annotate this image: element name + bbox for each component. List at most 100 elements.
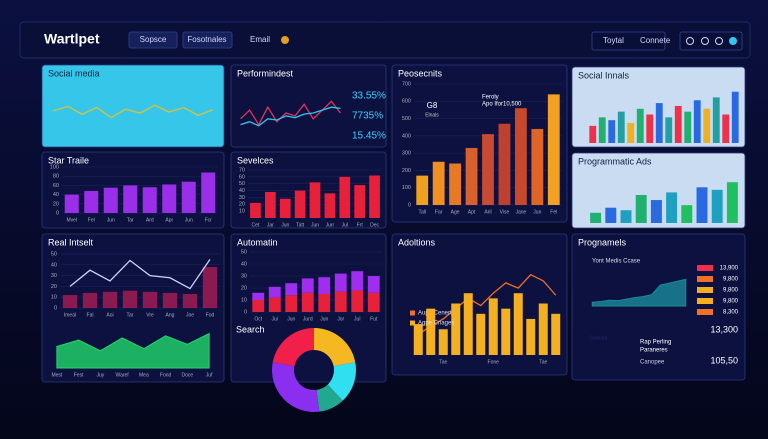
annotation: Canopee — [640, 360, 665, 366]
line — [53, 104, 213, 119]
panel-title: Star Traile — [48, 155, 89, 165]
y-tick-label: 50 — [51, 251, 57, 257]
nav-label[interactable]: Sopsce — [140, 35, 167, 44]
x-tick-label: Tae — [439, 359, 447, 365]
x-tick-label: Fel — [550, 209, 557, 215]
bar — [726, 182, 738, 223]
icon[interactable] — [729, 37, 737, 45]
x-tick-label: Ang — [166, 312, 175, 318]
bar — [318, 294, 331, 312]
y-tick-label: 700 — [402, 81, 411, 87]
x-tick-label: Waref — [116, 372, 130, 378]
x-tick-label: Joe — [186, 312, 194, 318]
x-tick-label: Jul — [342, 222, 348, 228]
action-box[interactable] — [591, 31, 666, 51]
bar — [666, 192, 678, 223]
x-tick-label: Mest — [51, 372, 62, 378]
x-tick-label: Imeal — [64, 312, 76, 318]
area — [56, 332, 210, 369]
y-tick-label: 20 — [241, 285, 247, 291]
action-label[interactable]: Toytal — [603, 36, 624, 45]
bar — [252, 292, 265, 300]
bar — [252, 300, 265, 312]
nav-label[interactable]: Email — [250, 35, 270, 44]
bar — [202, 266, 218, 308]
bar — [309, 182, 321, 218]
pie-slice — [314, 328, 356, 367]
bar — [301, 278, 314, 293]
x-tick-label: Jurd — [303, 316, 313, 322]
icon[interactable] — [701, 37, 709, 45]
nav-button[interactable] — [182, 31, 233, 49]
y-tick-label: 30 — [241, 273, 247, 279]
bar — [351, 271, 364, 291]
bar — [627, 123, 635, 143]
nav-label[interactable]: Fosotnales — [187, 35, 226, 44]
x-tick-label: Tar — [127, 312, 134, 318]
bar — [465, 147, 478, 205]
x-tick-label: Tall — [418, 209, 426, 215]
legend-label: Aupe Cenerts — [418, 311, 455, 317]
annotation: Gactiod — [590, 335, 607, 341]
x-tick-label: Fest — [74, 372, 84, 378]
y-tick-label: 50 — [239, 181, 245, 187]
y-tick-label: 10 — [241, 297, 247, 303]
icon-box[interactable] — [679, 31, 743, 51]
bar — [142, 187, 157, 213]
bar — [684, 111, 692, 143]
annotation: 105,50 — [710, 355, 738, 365]
bar — [551, 313, 561, 355]
panel-title: Automatin — [237, 237, 278, 247]
nav-button[interactable] — [128, 31, 178, 49]
annotation: 7735% — [352, 111, 383, 122]
pie-slice — [272, 362, 320, 412]
annotation: 13,900 — [720, 266, 739, 272]
panel-title: Adoltions — [398, 237, 436, 247]
bar — [646, 114, 654, 143]
x-tick-label: Jul — [354, 316, 360, 322]
bar — [268, 297, 281, 312]
bar — [64, 194, 79, 213]
bar — [324, 193, 336, 218]
icon[interactable] — [686, 37, 694, 45]
bar — [426, 308, 436, 355]
avatar[interactable] — [281, 36, 289, 44]
line — [69, 259, 211, 290]
x-tick-label: Tar — [127, 217, 134, 223]
x-tick-label: Mvel — [66, 217, 77, 223]
bar — [681, 205, 693, 223]
bar — [703, 108, 711, 143]
x-tick-label: Jane — [515, 209, 526, 215]
x-tick-label: Fal — [87, 312, 94, 318]
legend-swatch — [410, 310, 415, 316]
y-tick-label: 30 — [239, 195, 245, 201]
y-tick-label: 20 — [239, 202, 245, 208]
bar — [84, 190, 99, 213]
panel — [41, 64, 225, 148]
icon[interactable] — [715, 37, 723, 45]
y-tick-label: 600 — [402, 99, 411, 105]
bar — [605, 207, 617, 223]
bar — [635, 194, 647, 223]
bar — [162, 184, 177, 213]
bar — [513, 293, 523, 355]
y-tick-label: 70 — [239, 167, 245, 173]
action-label[interactable]: Connete — [640, 36, 671, 45]
bar — [367, 292, 380, 312]
bar — [620, 210, 632, 223]
annotation: 8,300 — [723, 310, 739, 316]
line — [240, 106, 341, 127]
bar — [589, 125, 597, 143]
bar — [201, 172, 216, 213]
x-tick-label: Jui — [272, 316, 278, 322]
bar — [711, 189, 723, 223]
bar — [451, 303, 461, 355]
bar — [301, 292, 314, 312]
y-tick-label: 0 — [244, 309, 247, 315]
x-tick-label: Jun — [107, 217, 115, 223]
bar — [334, 273, 347, 292]
y-tick-label: 40 — [239, 188, 245, 194]
bar — [279, 198, 291, 218]
bar — [123, 185, 138, 213]
bar — [498, 123, 511, 205]
